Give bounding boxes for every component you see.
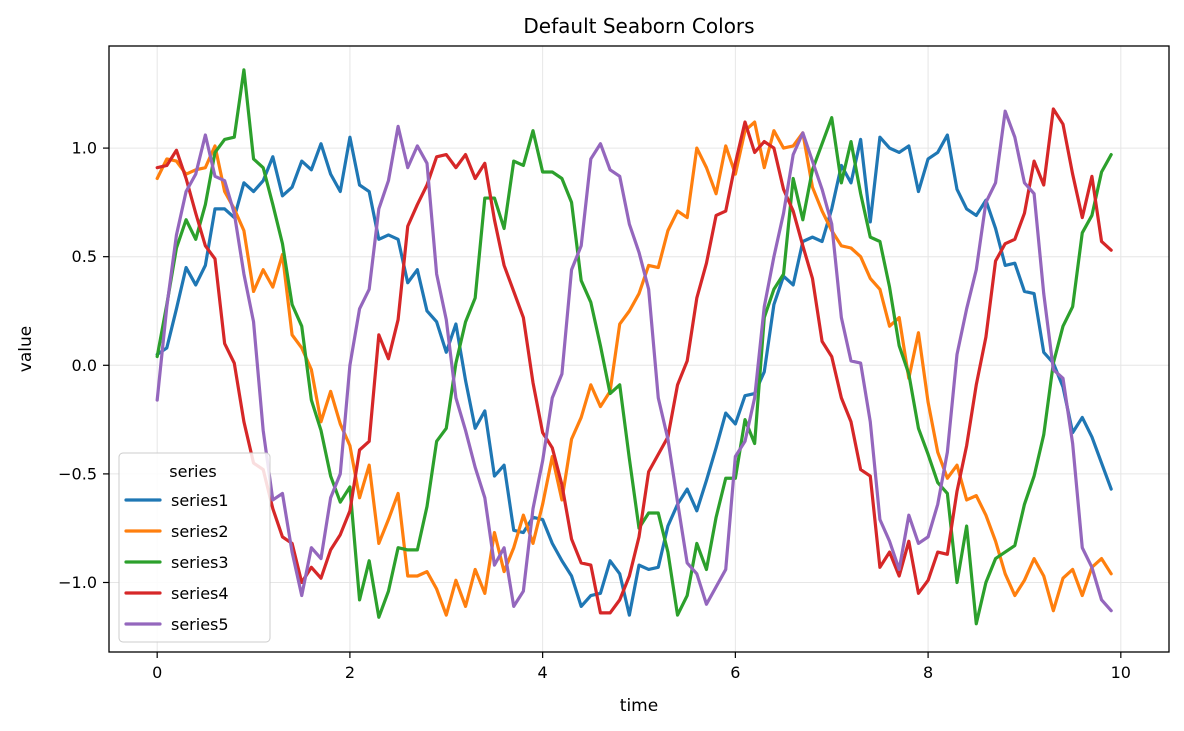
x-axis-ticks: 0 2 4 6 8 10	[152, 652, 1131, 682]
legend-label-series2: series2	[171, 522, 229, 541]
x-axis-label: time	[620, 696, 658, 716]
x-tick-label: 2	[345, 663, 355, 682]
y-tick-label: 1.0	[72, 139, 97, 158]
series-line-series4	[155, 107, 1113, 615]
legend-items: series1 series2 series3 series4 series5	[124, 491, 229, 634]
series-line-series1	[155, 133, 1113, 617]
y-tick-label: 0.0	[72, 356, 97, 375]
x-tick-label: 4	[538, 663, 548, 682]
x-tick-label: 0	[152, 663, 162, 682]
legend-label-series5: series5	[171, 615, 229, 634]
legend-label-series3: series3	[171, 553, 229, 572]
series-line-series3	[155, 68, 1113, 626]
series-lines	[155, 68, 1113, 626]
plot-frame	[108, 45, 1170, 653]
series-line-series2	[155, 120, 1113, 617]
x-tick-label: 6	[730, 663, 740, 682]
y-axis-label: value	[16, 326, 36, 372]
y-axis-ticks: −1.0 −0.5 0.0 0.5 1.0	[58, 139, 109, 592]
chart-title: Default Seaborn Colors	[523, 14, 754, 38]
x-tick-label: 10	[1111, 663, 1131, 682]
legend-box	[118, 452, 271, 643]
series-line-series5	[155, 109, 1113, 613]
y-tick-label: 0.5	[72, 247, 97, 266]
y-tick-label: −1.0	[58, 573, 97, 592]
y-tick-label: −0.5	[58, 464, 97, 483]
legend: series series1series2series3series4serie…	[118, 452, 271, 643]
legend-label-series1: series1	[171, 491, 229, 510]
x-tick-label: 8	[923, 663, 933, 682]
legend-label-series4: series4	[171, 584, 229, 603]
legend-title: series	[169, 462, 216, 481]
